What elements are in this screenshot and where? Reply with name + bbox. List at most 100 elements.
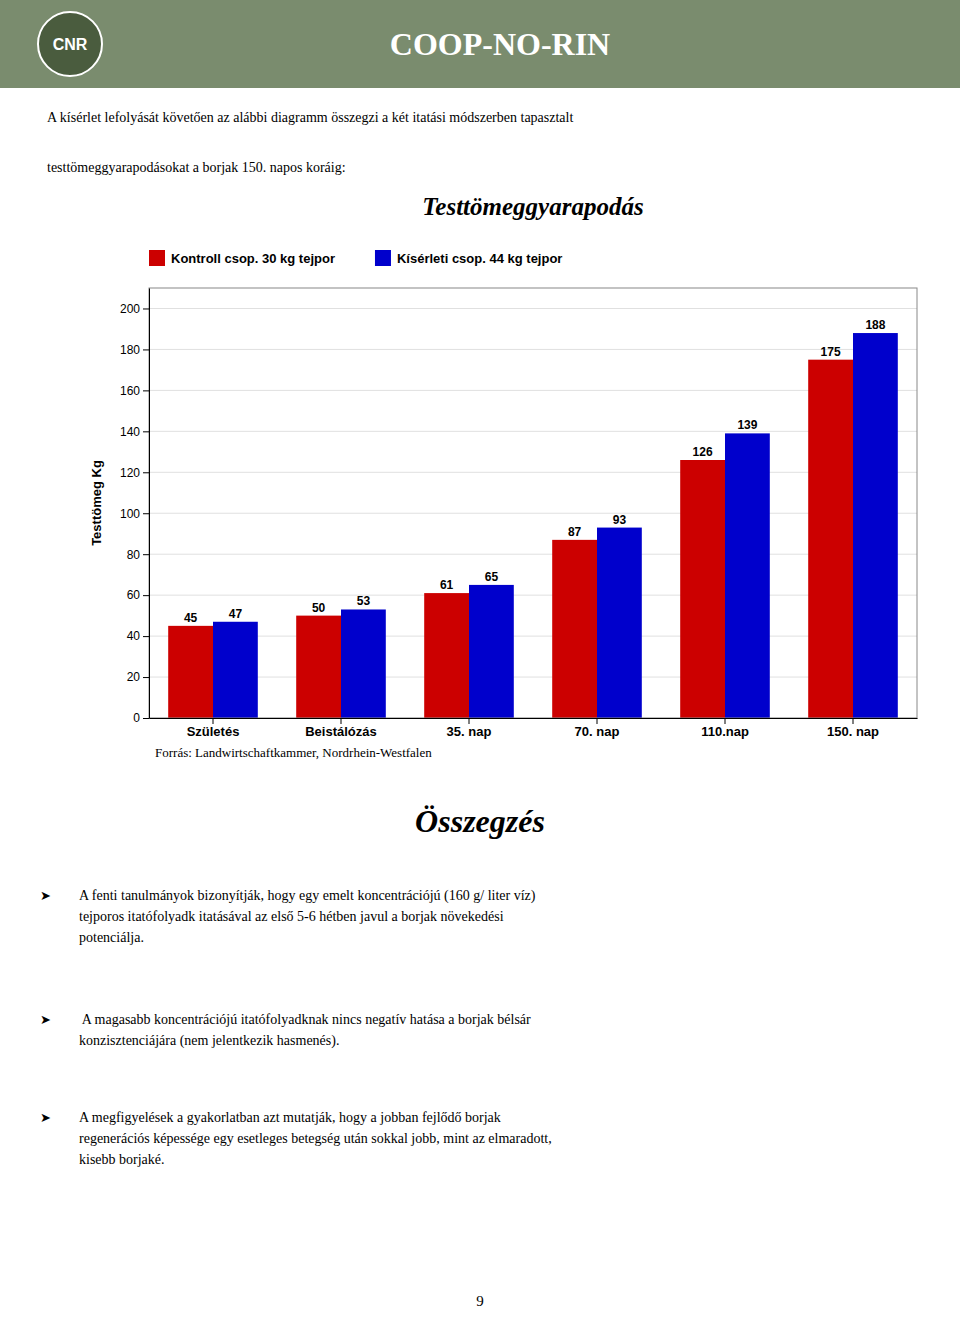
- plot: 4550618712617547536593139188020406080100…: [120, 288, 918, 739]
- data-label: 139: [737, 418, 757, 432]
- bar-series: [213, 333, 898, 718]
- y-tick-mark: [143, 718, 149, 719]
- x-tick: Beistálózás: [305, 718, 377, 739]
- bullet-line: konzisztenciájára (nem jelentkezik hasme…: [79, 1033, 339, 1049]
- y-tick: 60: [127, 588, 149, 602]
- bar: [808, 360, 853, 718]
- x-axis-line: [150, 718, 918, 719]
- x-tick-label: Beistálózás: [305, 724, 377, 739]
- legend-swatch: [149, 250, 165, 266]
- source-text: Forrás: Landwirtschaftkammer, Nordrhein-…: [155, 745, 432, 760]
- y-tick: 160: [120, 384, 149, 398]
- y-tick: 100: [120, 507, 149, 521]
- x-tick-label: 35. nap: [447, 724, 492, 739]
- bullet-line: potenciálja.: [79, 930, 144, 945]
- data-label: 47: [229, 607, 243, 621]
- bar: [680, 460, 725, 718]
- x-tick-mark: [853, 718, 854, 724]
- y-tick-label: 200: [120, 302, 140, 316]
- bullet-symbol: ➤: [40, 888, 51, 903]
- legend-item: Kísérleti csop. 44 kg tejpor: [375, 250, 562, 266]
- grid-line: [149, 554, 917, 555]
- data-label: 50: [312, 601, 326, 615]
- x-tick: Születés: [187, 718, 240, 739]
- bullet-line: kisebb borjaké.: [79, 1152, 165, 1167]
- grid-line: [149, 595, 917, 596]
- y-tick-mark: [143, 513, 149, 514]
- y-tick-label: 120: [120, 466, 140, 480]
- grid-line: [149, 513, 917, 514]
- y-tick: 140: [120, 425, 149, 439]
- bullet-line: A fenti tanulmányok bizonyítják, hogy eg…: [79, 888, 536, 904]
- bullet-line: tejporos itatófolyadk itatásával az első…: [79, 909, 504, 924]
- y-axis: 020406080100120140160180200: [120, 289, 150, 726]
- bar: [725, 433, 770, 718]
- y-tick: 0: [133, 711, 149, 725]
- y-tick: 200: [120, 302, 149, 316]
- intro-text: testtömeggyarapodásokat a borjak 150. na…: [47, 160, 346, 175]
- x-tick-label: 150. nap: [827, 724, 879, 739]
- y-tick-mark: [143, 595, 149, 596]
- legend: Kontroll csop. 30 kg tejpor Kísérleti cso…: [149, 250, 562, 266]
- x-tick-mark: [469, 718, 470, 724]
- x-tick-mark: [725, 718, 726, 724]
- y-tick-label: 140: [120, 425, 140, 439]
- grid-line: [149, 390, 917, 391]
- bullet: ➤ A fenti tanulmányok bizonyítják, hogy e…: [40, 888, 536, 945]
- bar: [597, 528, 642, 718]
- y-tick-label: 20: [127, 670, 141, 684]
- legend-item: Kontroll csop. 30 kg tejpor: [149, 250, 335, 266]
- x-tick: 150. nap: [827, 718, 879, 739]
- y-tick: 20: [127, 670, 149, 684]
- intro-text: A kísérlet lefolyását követően az alábbi…: [47, 110, 573, 125]
- bullet-symbol: ➤: [40, 1012, 51, 1027]
- logo-text: CNR: [53, 36, 88, 53]
- bullet: ➤ A magasabb koncentrációjú itatófolyadk…: [40, 1012, 531, 1049]
- y-tick: 40: [127, 629, 149, 643]
- y-axis-title: Testtömeg Kg: [89, 460, 104, 546]
- bar: [168, 626, 213, 718]
- y-tick-label: 40: [127, 629, 141, 643]
- y-tick-label: 160: [120, 384, 140, 398]
- data-label: 53: [357, 594, 371, 608]
- grid-line: [149, 349, 917, 350]
- bar: [296, 616, 341, 718]
- bar: [424, 593, 469, 718]
- data-label: 188: [865, 318, 885, 332]
- bullet-line: A magasabb koncentrációjú itatófolyadkna…: [79, 1012, 531, 1027]
- y-tick-mark: [143, 554, 149, 555]
- y-tick-mark: [143, 431, 149, 432]
- y-tick: 120: [120, 466, 149, 480]
- x-tick-mark: [213, 718, 214, 724]
- y-tick-mark: [143, 308, 149, 309]
- grid-line: [149, 636, 917, 637]
- x-tick-mark: [597, 718, 598, 724]
- y-tick-mark: [143, 349, 149, 350]
- y-tick-mark: [143, 472, 149, 473]
- bullet: ➤ A megfigyelések a gyakorlatban azt muta…: [40, 1110, 552, 1167]
- plot-frame: [149, 288, 917, 718]
- data-labels: 4550618712617547536593139188: [184, 318, 886, 625]
- grid-line: [149, 677, 917, 678]
- bullet-symbol: ➤: [40, 1110, 51, 1125]
- grid-line: [149, 431, 917, 432]
- data-label: 87: [568, 525, 582, 539]
- bar-series: [168, 360, 853, 718]
- grid-line: [149, 472, 917, 473]
- y-tick-label: 80: [127, 548, 141, 562]
- bar: [853, 333, 898, 718]
- header-bar: [0, 0, 960, 88]
- x-tick-mark: [341, 718, 342, 724]
- bars: [168, 333, 898, 718]
- y-tick-label: 60: [127, 588, 141, 602]
- y-tick-label: 0: [133, 711, 140, 725]
- bar: [341, 609, 386, 718]
- y-tick: 80: [127, 548, 149, 562]
- data-label: 65: [485, 570, 499, 584]
- grid: [149, 308, 917, 718]
- y-axis-line: [149, 289, 150, 719]
- bullet-line: A megfigyelések a gyakorlatban azt mutat…: [79, 1110, 501, 1125]
- page: CNRCOOP-NO-RINA kísérlet lefolyását köve…: [0, 0, 960, 1335]
- chart-title: Testtömeggyarapodás: [422, 193, 643, 220]
- y-tick-mark: [143, 677, 149, 678]
